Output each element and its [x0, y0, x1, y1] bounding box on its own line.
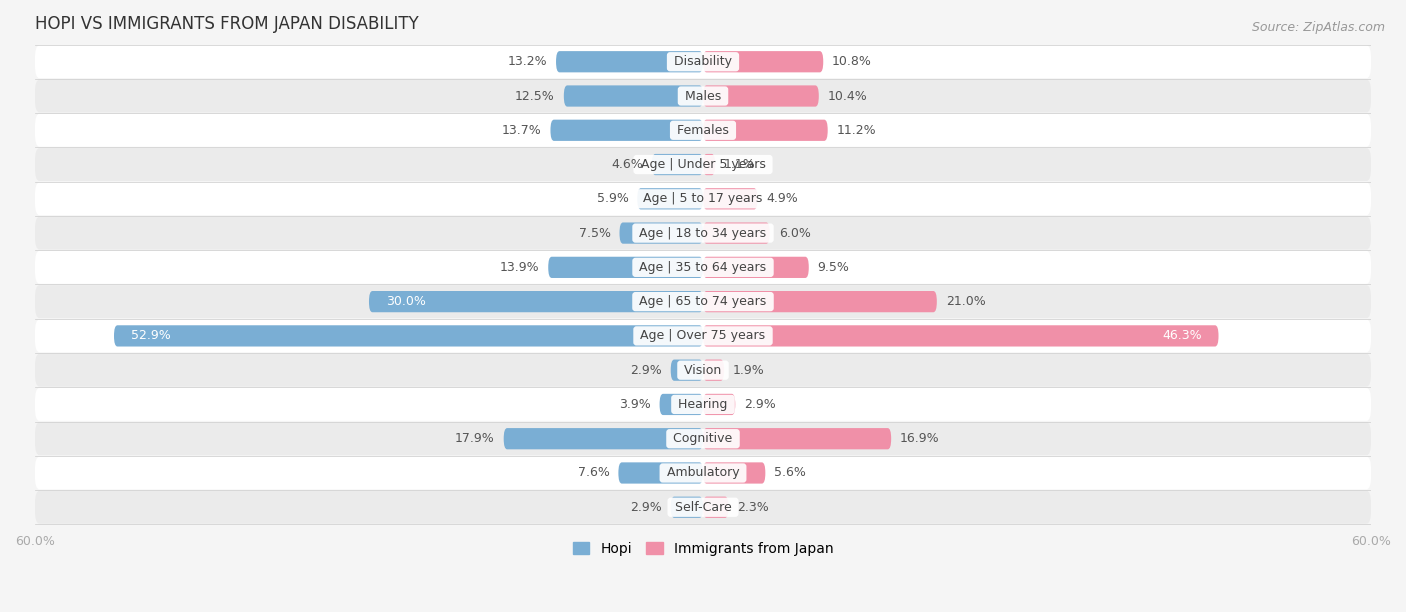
Text: 5.6%: 5.6% — [775, 466, 806, 479]
FancyBboxPatch shape — [35, 388, 1371, 421]
FancyBboxPatch shape — [703, 257, 808, 278]
FancyBboxPatch shape — [503, 428, 703, 449]
FancyBboxPatch shape — [35, 251, 1371, 284]
FancyBboxPatch shape — [368, 291, 703, 312]
Text: 4.9%: 4.9% — [766, 192, 799, 205]
Text: 10.4%: 10.4% — [828, 89, 868, 102]
Text: 21.0%: 21.0% — [946, 295, 986, 308]
Text: 1.1%: 1.1% — [724, 158, 756, 171]
FancyBboxPatch shape — [35, 491, 1371, 524]
FancyBboxPatch shape — [703, 223, 770, 244]
Text: Age | Over 75 years: Age | Over 75 years — [637, 329, 769, 342]
FancyBboxPatch shape — [703, 86, 818, 106]
Text: Hearing: Hearing — [675, 398, 731, 411]
FancyBboxPatch shape — [671, 359, 703, 381]
FancyBboxPatch shape — [35, 422, 1371, 455]
Text: Vision: Vision — [681, 364, 725, 376]
Text: Ambulatory: Ambulatory — [662, 466, 744, 479]
FancyBboxPatch shape — [703, 291, 936, 312]
FancyBboxPatch shape — [555, 51, 703, 72]
Text: 5.9%: 5.9% — [596, 192, 628, 205]
FancyBboxPatch shape — [551, 120, 703, 141]
FancyBboxPatch shape — [619, 462, 703, 483]
Text: Age | 65 to 74 years: Age | 65 to 74 years — [636, 295, 770, 308]
FancyBboxPatch shape — [671, 496, 703, 518]
FancyBboxPatch shape — [114, 325, 703, 346]
Text: 2.9%: 2.9% — [630, 501, 662, 513]
Text: 3.9%: 3.9% — [619, 398, 651, 411]
Text: 30.0%: 30.0% — [385, 295, 426, 308]
Text: Age | 18 to 34 years: Age | 18 to 34 years — [636, 226, 770, 239]
Text: 10.8%: 10.8% — [832, 55, 872, 68]
Text: HOPI VS IMMIGRANTS FROM JAPAN DISABILITY: HOPI VS IMMIGRANTS FROM JAPAN DISABILITY — [35, 15, 419, 33]
Text: Males: Males — [681, 89, 725, 102]
Text: 13.2%: 13.2% — [508, 55, 547, 68]
Text: 9.5%: 9.5% — [818, 261, 849, 274]
FancyBboxPatch shape — [35, 148, 1371, 181]
Text: Age | Under 5 years: Age | Under 5 years — [637, 158, 769, 171]
Text: 2.9%: 2.9% — [744, 398, 776, 411]
FancyBboxPatch shape — [35, 457, 1371, 490]
Text: 13.9%: 13.9% — [499, 261, 540, 274]
Text: Self-Care: Self-Care — [671, 501, 735, 513]
Text: 46.3%: 46.3% — [1163, 329, 1202, 342]
FancyBboxPatch shape — [35, 217, 1371, 250]
Text: Cognitive: Cognitive — [669, 432, 737, 445]
Text: 11.2%: 11.2% — [837, 124, 876, 136]
Text: 7.6%: 7.6% — [578, 466, 609, 479]
Text: 7.5%: 7.5% — [579, 226, 610, 239]
FancyBboxPatch shape — [703, 496, 728, 518]
Text: 1.9%: 1.9% — [733, 364, 765, 376]
FancyBboxPatch shape — [659, 394, 703, 415]
FancyBboxPatch shape — [703, 154, 716, 175]
Text: Disability: Disability — [671, 55, 735, 68]
FancyBboxPatch shape — [703, 120, 828, 141]
Text: 12.5%: 12.5% — [515, 89, 555, 102]
Text: 52.9%: 52.9% — [131, 329, 170, 342]
Text: Age | 35 to 64 years: Age | 35 to 64 years — [636, 261, 770, 274]
Text: Source: ZipAtlas.com: Source: ZipAtlas.com — [1251, 21, 1385, 34]
Text: 16.9%: 16.9% — [900, 432, 939, 445]
FancyBboxPatch shape — [620, 223, 703, 244]
FancyBboxPatch shape — [637, 188, 703, 209]
FancyBboxPatch shape — [564, 86, 703, 106]
Text: 4.6%: 4.6% — [612, 158, 643, 171]
FancyBboxPatch shape — [35, 45, 1371, 78]
FancyBboxPatch shape — [703, 428, 891, 449]
FancyBboxPatch shape — [652, 154, 703, 175]
FancyBboxPatch shape — [703, 394, 735, 415]
FancyBboxPatch shape — [35, 354, 1371, 387]
Text: Females: Females — [673, 124, 733, 136]
Legend: Hopi, Immigrants from Japan: Hopi, Immigrants from Japan — [567, 536, 839, 562]
FancyBboxPatch shape — [35, 182, 1371, 215]
Text: 17.9%: 17.9% — [456, 432, 495, 445]
FancyBboxPatch shape — [703, 359, 724, 381]
FancyBboxPatch shape — [548, 257, 703, 278]
FancyBboxPatch shape — [35, 285, 1371, 318]
Text: 2.9%: 2.9% — [630, 364, 662, 376]
FancyBboxPatch shape — [703, 462, 765, 483]
FancyBboxPatch shape — [35, 80, 1371, 113]
FancyBboxPatch shape — [35, 319, 1371, 353]
FancyBboxPatch shape — [703, 188, 758, 209]
FancyBboxPatch shape — [703, 51, 824, 72]
Text: 6.0%: 6.0% — [779, 226, 811, 239]
FancyBboxPatch shape — [35, 114, 1371, 147]
Text: 2.3%: 2.3% — [738, 501, 769, 513]
Text: 13.7%: 13.7% — [502, 124, 541, 136]
FancyBboxPatch shape — [703, 325, 1219, 346]
Text: Age | 5 to 17 years: Age | 5 to 17 years — [640, 192, 766, 205]
